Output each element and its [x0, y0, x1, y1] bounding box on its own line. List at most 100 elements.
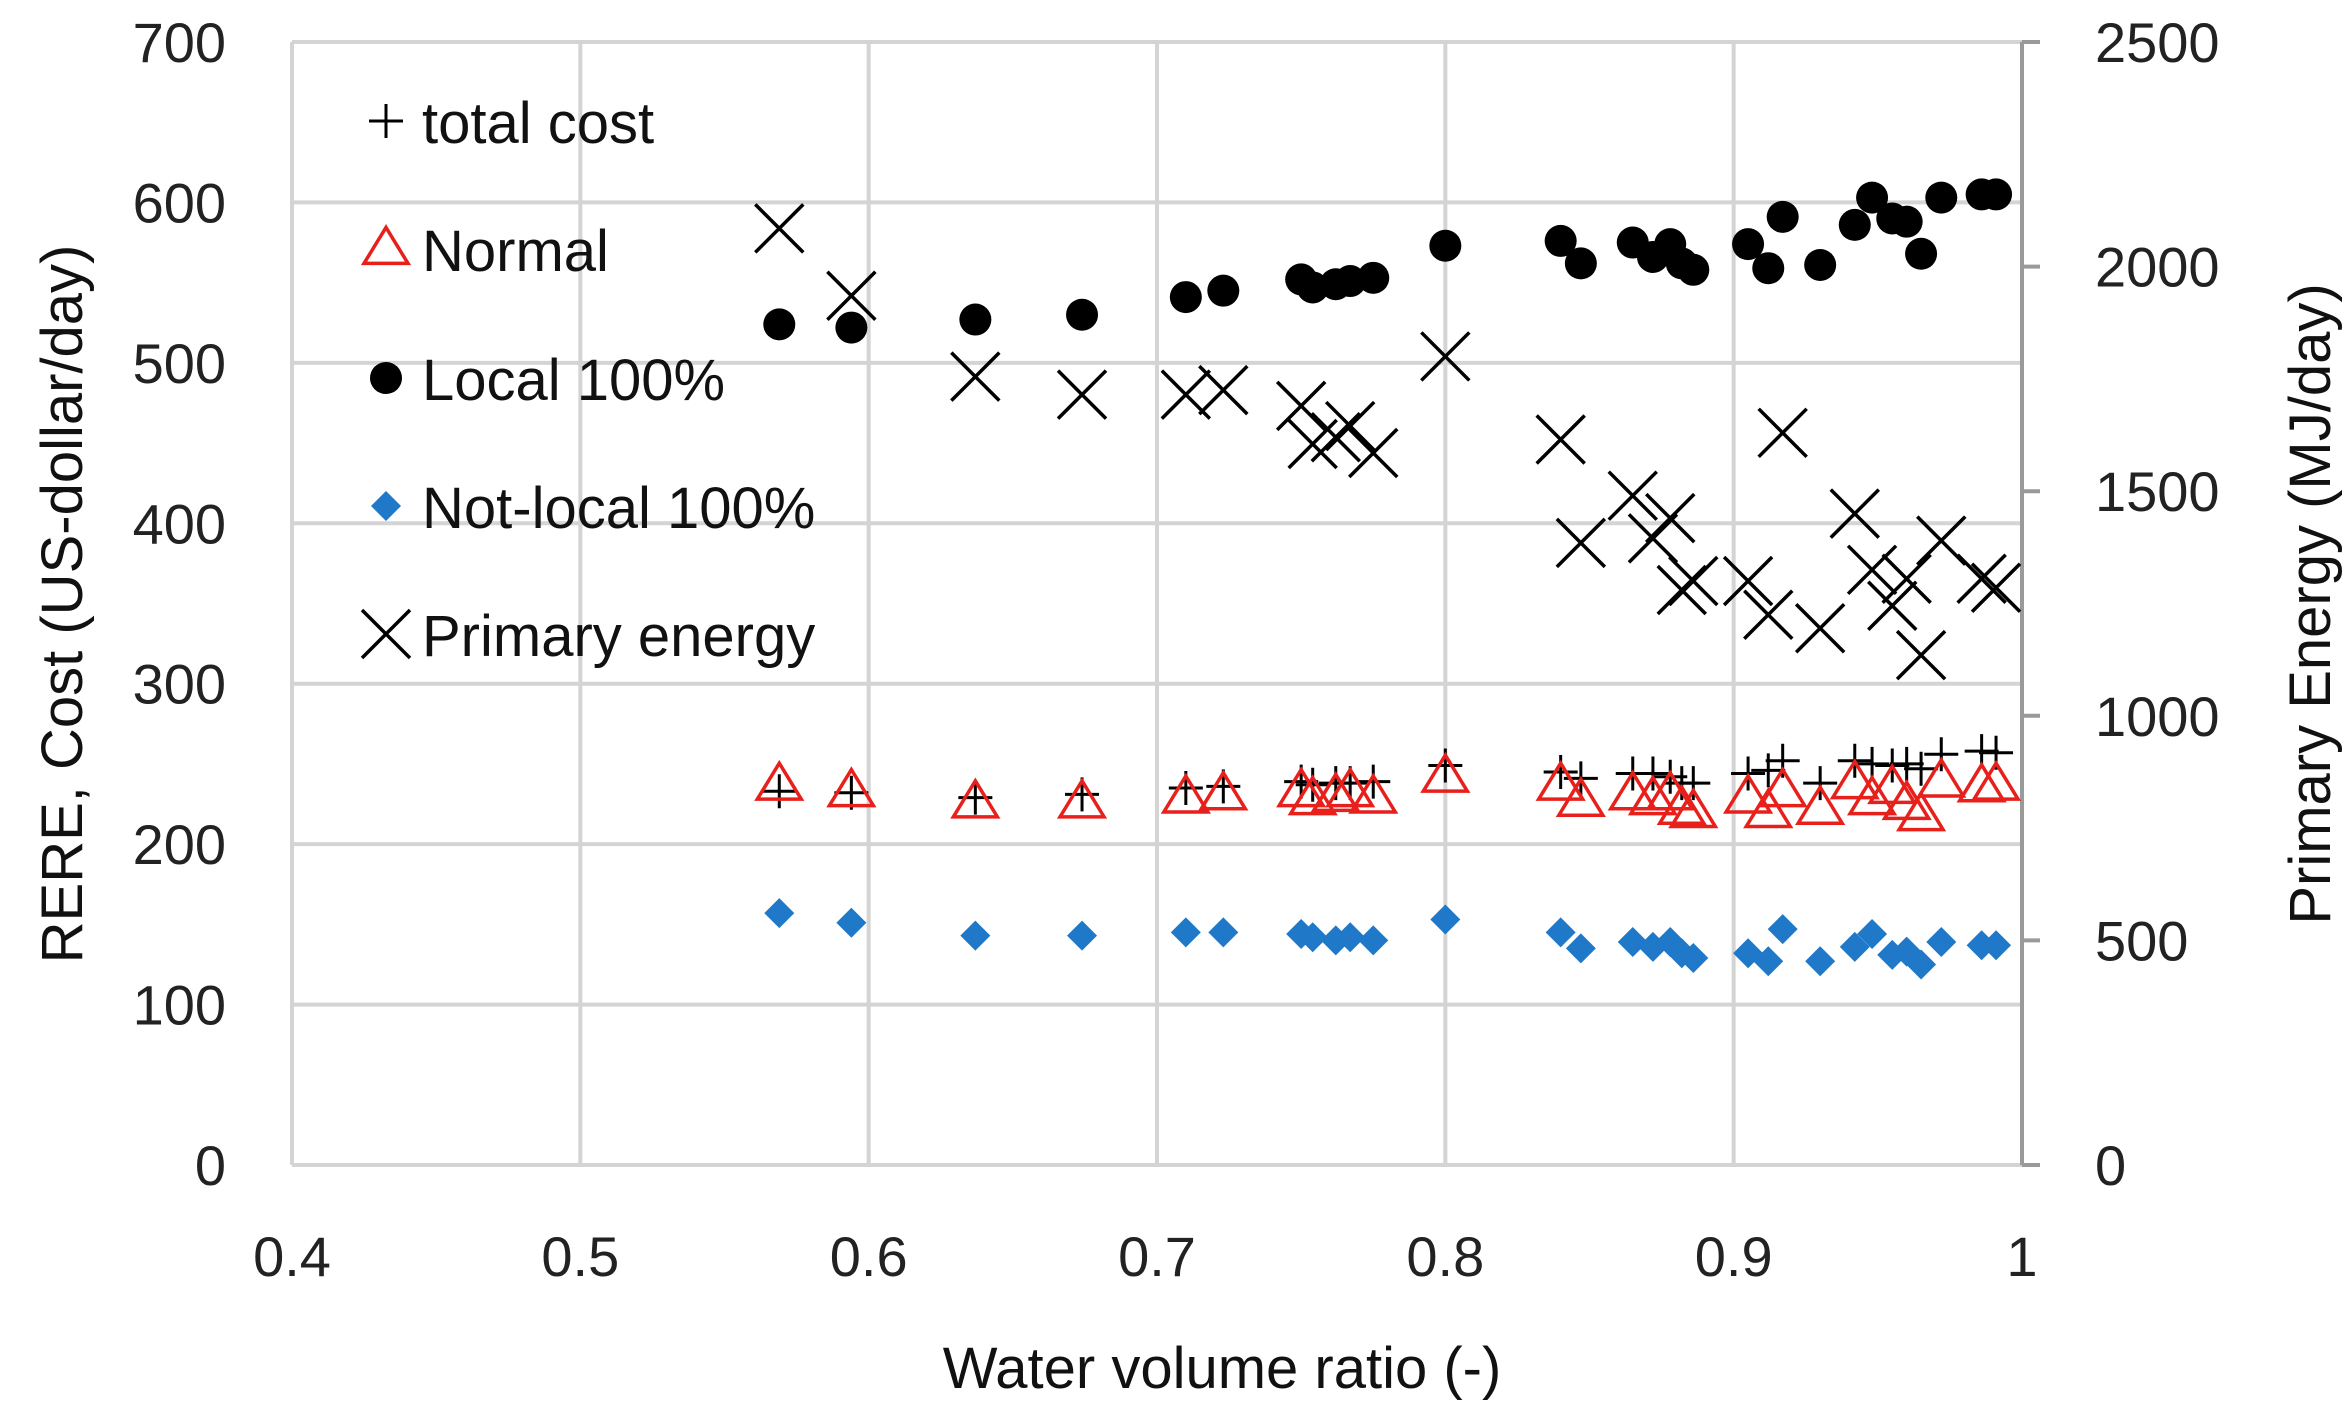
data-point — [835, 311, 868, 344]
data-point — [764, 898, 795, 929]
data-point — [1767, 914, 1798, 945]
data-point — [1607, 470, 1658, 521]
data-point — [1805, 946, 1836, 977]
data-point — [1752, 252, 1785, 285]
data-point — [1867, 763, 1918, 805]
data-point — [1656, 564, 1708, 616]
y2-tick-label: 500 — [2095, 909, 2188, 972]
data-point — [1207, 274, 1240, 307]
data-point — [1846, 774, 1898, 816]
data-marks — [754, 178, 2022, 980]
data-point — [1535, 759, 1586, 801]
data-point — [1544, 224, 1577, 257]
data-point — [1678, 943, 1709, 974]
data-point — [1753, 946, 1784, 977]
data-point — [1635, 756, 1670, 791]
y-tick-label: 600 — [133, 171, 226, 234]
data-point — [1297, 922, 1328, 953]
data-point — [1906, 949, 1937, 980]
data-point — [1970, 562, 2022, 614]
data-point — [1980, 178, 2013, 211]
data-point — [1429, 229, 1462, 262]
legend-marker — [360, 224, 412, 266]
y2-tick-label: 2000 — [2095, 236, 2220, 299]
data-point — [1926, 927, 1957, 958]
data-point — [836, 907, 867, 938]
data-point — [763, 308, 796, 341]
y-tick-label: 500 — [133, 332, 226, 395]
y-tick-label: 0 — [195, 1134, 226, 1197]
data-point — [1732, 228, 1765, 261]
y-tick-label: 300 — [133, 653, 226, 716]
data-point — [1881, 553, 1932, 605]
data-point — [1358, 925, 1389, 956]
data-point — [1846, 544, 1898, 596]
legend-label-normal: Normal — [422, 219, 609, 284]
data-point — [1794, 602, 1846, 654]
data-point — [1677, 253, 1710, 286]
data-point — [950, 777, 1001, 819]
data-point — [1357, 261, 1390, 294]
y-tick-label: 400 — [133, 492, 226, 555]
data-point — [1198, 769, 1249, 811]
data-point — [1743, 787, 1794, 829]
data-point — [1555, 775, 1606, 817]
y2-tick-label: 1500 — [2095, 460, 2220, 523]
x-tick-label: 0.4 — [253, 1225, 331, 1288]
legend-label-total-cost: total cost — [422, 91, 654, 156]
legend-swatch-primary-energy — [360, 608, 412, 660]
data-point — [1310, 771, 1361, 813]
data-point — [1803, 766, 1838, 801]
data-point — [1804, 248, 1837, 281]
series-local-100 — [763, 178, 2013, 344]
data-point — [1890, 205, 1923, 238]
x-axis-title: Water volume ratio (-) — [943, 1336, 1502, 1401]
x-tick-label: 1 — [2006, 1225, 2037, 1288]
data-point — [754, 203, 805, 254]
data-point — [1555, 517, 1607, 569]
data-point — [826, 766, 877, 808]
legend-swatch-normal — [360, 224, 412, 266]
data-point — [1545, 917, 1576, 948]
data-point — [1829, 758, 1880, 800]
x-tick-label: 0.9 — [1695, 1225, 1773, 1288]
data-point — [1829, 488, 1881, 539]
data-point — [1916, 756, 1967, 798]
data-point — [950, 351, 1001, 402]
data-point — [1838, 208, 1871, 241]
data-point — [1857, 918, 1888, 949]
y-tick-label: 100 — [133, 974, 226, 1037]
legend-swatch-total-cost — [369, 104, 403, 138]
y2-axis-title: Primary Energy (MJ/day) — [2278, 283, 2343, 924]
legend-swatch-local-100 — [370, 362, 402, 394]
data-point — [1348, 772, 1399, 814]
legend-marker — [360, 608, 412, 660]
data-point — [1066, 298, 1099, 331]
data-point — [960, 920, 991, 951]
data-point — [1668, 555, 1719, 607]
data-point — [1335, 922, 1366, 953]
data-point — [1564, 247, 1597, 280]
series-normal — [754, 751, 2022, 832]
series-not-local-100 — [764, 898, 2012, 980]
data-point — [762, 774, 797, 809]
gridlines — [290, 40, 2024, 1167]
data-point — [1766, 200, 1799, 233]
y-tick-label: 200 — [133, 813, 226, 876]
data-point — [1420, 751, 1471, 793]
data-point — [1644, 492, 1696, 544]
tick-labels: 0.4 0.5 0.6 0.7 0.8 0.9 1010020030040050060070… — [133, 11, 2220, 1288]
data-point — [1925, 181, 1958, 214]
data-point — [1839, 931, 1870, 962]
data-point — [1324, 400, 1376, 452]
x-tick-label: 0.7 — [1118, 1225, 1196, 1288]
data-point — [1420, 331, 1471, 382]
data-point — [1056, 369, 1108, 420]
legend-label-not-local-100: Not-local 100% — [422, 476, 815, 541]
data-point — [1757, 766, 1808, 808]
x-tick-label: 0.8 — [1406, 1225, 1484, 1288]
data-point — [1617, 927, 1648, 958]
data-point — [1430, 904, 1461, 935]
